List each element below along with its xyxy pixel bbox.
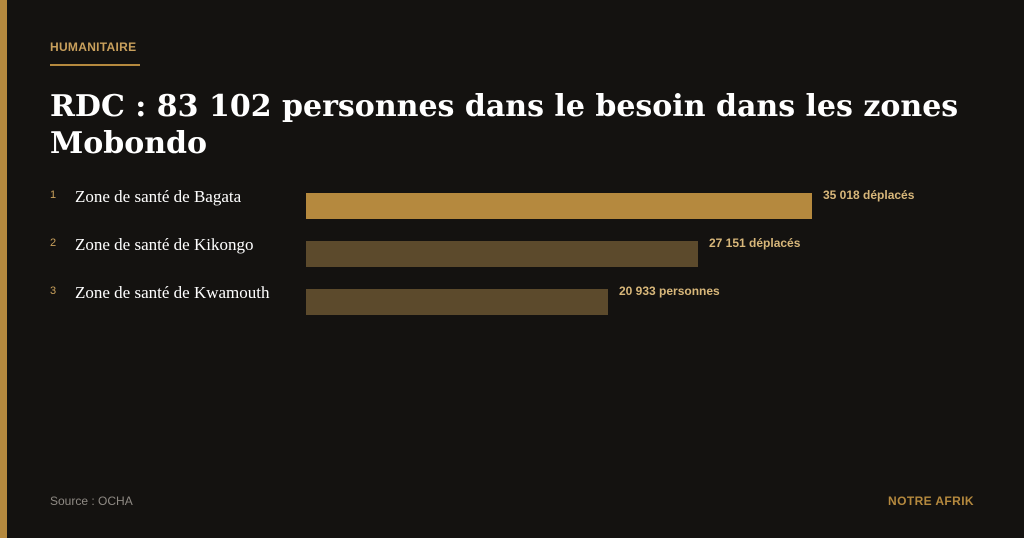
category-label: Zone de santé de Bagata xyxy=(75,187,242,206)
bar xyxy=(306,193,812,219)
bar-value-label: 27 151 déplacés xyxy=(709,236,801,250)
rank-number: 1 xyxy=(50,189,57,201)
bar-value-label: 35 018 déplacés xyxy=(823,188,915,202)
category-label: Zone de santé de Kikongo xyxy=(75,235,254,254)
chart-row: 1 Zone de santé de Bagata 35 018 déplacés xyxy=(0,187,1024,219)
brand-logo-text: NOTRE AFRIK xyxy=(888,494,974,508)
category-underline xyxy=(50,64,140,66)
left-accent-bar xyxy=(0,0,7,538)
source-note: Source : OCHA xyxy=(50,494,133,508)
chart-row: 3 Zone de santé de Kwamouth 20 933 personn… xyxy=(0,283,1024,315)
category-label: Zone de santé de Kwamouth xyxy=(75,283,270,302)
bar xyxy=(306,289,608,315)
rank-number: 2 xyxy=(50,237,57,249)
category-label: HUMANITAIRE xyxy=(50,40,137,54)
chart-row: 2 Zone de santé de Kikongo 27 151 déplacés xyxy=(0,235,1024,267)
bar xyxy=(306,241,698,267)
rank-number: 3 xyxy=(50,285,57,297)
bar-value-label: 20 933 personnes xyxy=(619,284,720,298)
chart-title: RDC : 83 102 personnes dans le besoin da… xyxy=(50,89,959,161)
